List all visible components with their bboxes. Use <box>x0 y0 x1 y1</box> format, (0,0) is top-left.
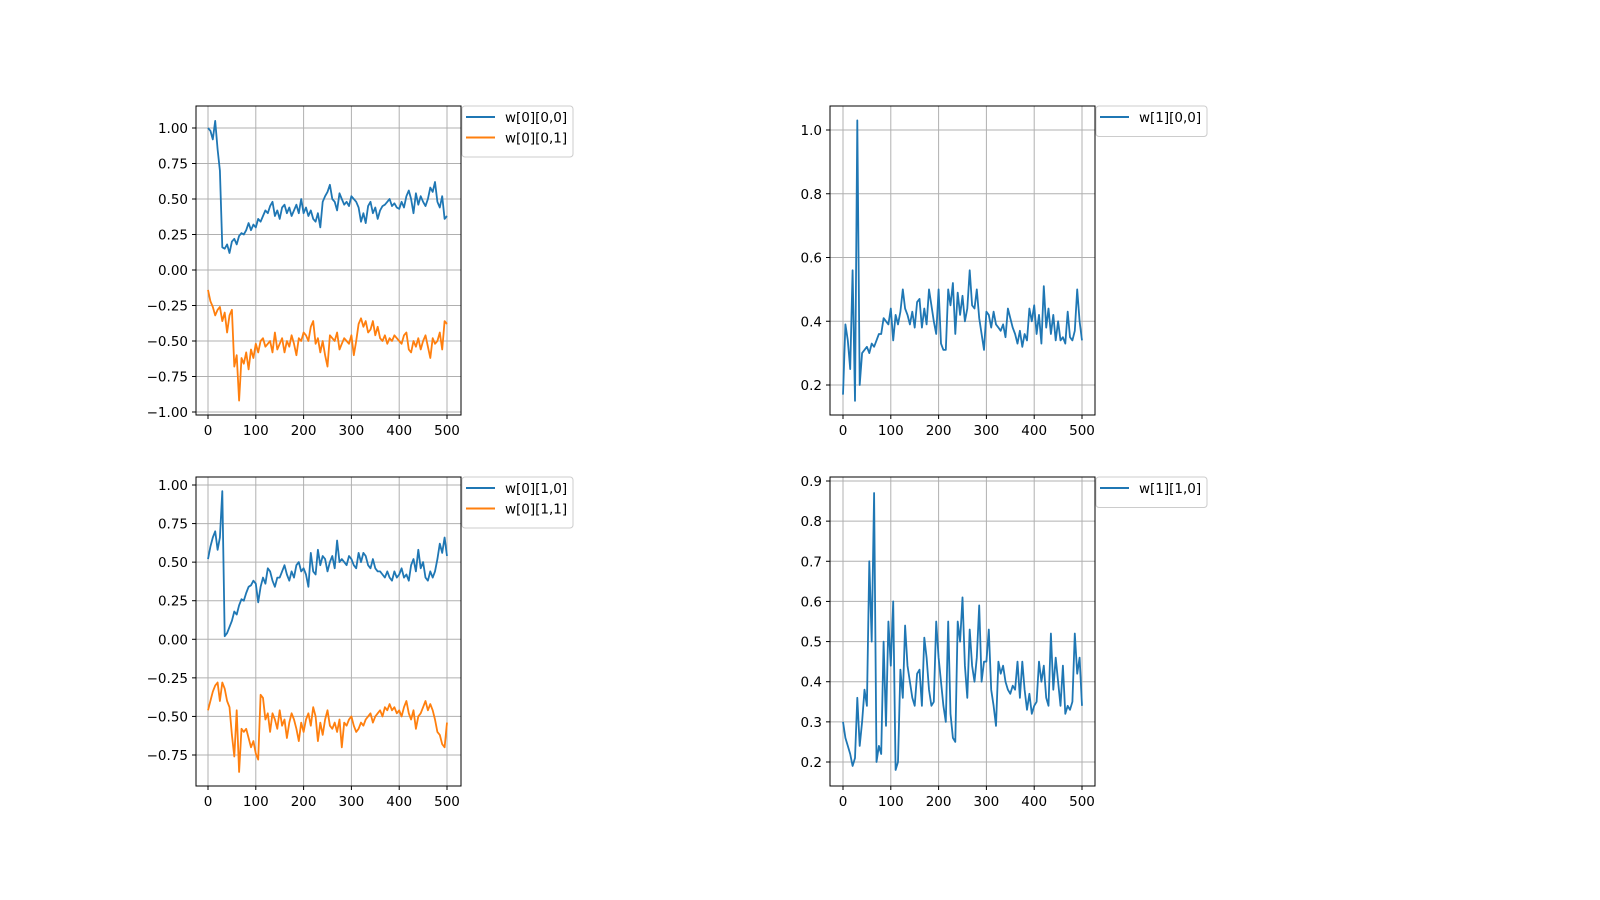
axes-frame <box>829 476 1096 787</box>
x-axis: 0 100 200 300 400 500 <box>204 786 460 810</box>
y-tick-label: 0.6 <box>801 594 822 610</box>
y-tick-label: 0.2 <box>801 755 822 771</box>
x-tick-label: 500 <box>434 794 460 810</box>
y-axis: 0.9 0.8 0.7 0.6 0.5 0.4 0.3 0.2 <box>801 474 830 771</box>
x-tick-label: 300 <box>339 794 365 810</box>
legend-label: w[1][1,0] <box>1139 481 1201 497</box>
y-tick-label: 0.25 <box>158 594 188 610</box>
y-tick-label: 0.2 <box>801 378 822 394</box>
subplot-bottom-right: 0 100 200 300 400 500 0.9 0.8 0.7 0.6 0.5 0.4 0.3 0.2… <box>801 474 1208 810</box>
x-tick-label: 500 <box>1069 423 1095 439</box>
y-tick-label: 0.50 <box>158 555 188 571</box>
y-tick-label: −0.75 <box>147 370 188 386</box>
x-tick-label: 400 <box>386 423 412 439</box>
y-tick-label: 1.00 <box>158 121 188 137</box>
x-tick-label: 400 <box>386 794 412 810</box>
legend-box <box>461 105 574 158</box>
y-tick-label: 0.75 <box>158 517 188 533</box>
y-tick-label: 0.4 <box>801 675 822 691</box>
axes-frame <box>195 476 462 787</box>
y-tick-label: 0.5 <box>801 635 822 651</box>
grid-lines <box>196 106 461 415</box>
y-tick-label: 0.3 <box>801 715 822 731</box>
series-line-1 <box>207 289 448 402</box>
legend-label: w[1][0,0] <box>1139 110 1201 126</box>
x-tick-label: 0 <box>204 794 213 810</box>
y-tick-label: −0.25 <box>147 671 188 687</box>
y-tick-label: 0.00 <box>158 632 188 648</box>
series-line-0 <box>207 490 448 638</box>
x-axis: 0 100 200 300 400 500 <box>204 415 460 439</box>
x-tick-label: 300 <box>339 423 365 439</box>
x-tick-label: 100 <box>243 423 269 439</box>
y-tick-label: 0.4 <box>801 314 822 330</box>
x-tick-label: 500 <box>1069 794 1095 810</box>
y-tick-label: −0.25 <box>147 299 188 315</box>
x-tick-label: 200 <box>291 423 317 439</box>
x-axis: 0 100 200 300 400 500 <box>839 786 1095 810</box>
grid-lines <box>196 477 461 786</box>
legend-label: w[0][1,0] <box>505 481 567 497</box>
y-tick-label: −0.50 <box>147 334 188 350</box>
y-tick-label: 0.8 <box>801 514 822 530</box>
x-tick-label: 400 <box>1021 423 1047 439</box>
x-tick-label: 500 <box>434 423 460 439</box>
x-tick-label: 200 <box>926 423 952 439</box>
legend-label: w[0][0,0] <box>505 110 567 126</box>
y-tick-label: 1.0 <box>801 123 822 139</box>
y-axis: 1.00 0.75 0.50 0.25 0.00 −0.25 −0.50 −0.75 <box>147 478 196 764</box>
y-tick-label: 0.8 <box>801 187 822 203</box>
series-line-0 <box>842 492 1083 771</box>
legend: w[0][1,0] w[0][1,1] <box>461 476 574 529</box>
series-line-0 <box>207 120 448 254</box>
legend: w[1][0,0] <box>1095 105 1208 137</box>
y-tick-label: 0.00 <box>158 263 188 279</box>
x-tick-label: 0 <box>204 423 213 439</box>
y-tick-label: 0.9 <box>801 474 822 490</box>
y-tick-label: 0.50 <box>158 192 188 208</box>
y-tick-label: 0.75 <box>158 157 188 173</box>
subplot-bottom-left: 0 100 200 300 400 500 1.00 0.75 0.50 0.25 0.00 −0.2… <box>147 476 574 810</box>
x-tick-label: 200 <box>926 794 952 810</box>
y-axis: 1.0 0.8 0.6 0.4 0.2 <box>801 123 830 394</box>
x-tick-label: 300 <box>974 423 1000 439</box>
x-tick-label: 300 <box>974 794 1000 810</box>
legend: w[0][0,0] w[0][0,1] <box>461 105 574 158</box>
legend-box <box>1095 105 1208 137</box>
x-tick-label: 0 <box>839 794 848 810</box>
x-axis: 0 100 200 300 400 500 <box>839 415 1095 439</box>
legend-box <box>461 476 574 529</box>
axes-frame <box>195 105 462 416</box>
y-tick-label: 0.25 <box>158 228 188 244</box>
y-tick-label: 0.6 <box>801 251 822 267</box>
legend-label: w[0][1,1] <box>505 502 567 518</box>
x-tick-label: 100 <box>243 794 269 810</box>
grid-lines <box>830 106 1095 415</box>
y-tick-label: −0.75 <box>147 748 188 764</box>
x-tick-label: 0 <box>839 423 848 439</box>
x-tick-label: 400 <box>1021 794 1047 810</box>
legend-label: w[0][0,1] <box>505 131 567 147</box>
legend-box <box>1095 476 1208 508</box>
y-tick-label: 0.7 <box>801 554 822 570</box>
x-tick-label: 100 <box>878 423 904 439</box>
y-axis: 1.00 0.75 0.50 0.25 0.00 −0.25 −0.50 −0.75 −1.00 <box>147 121 196 421</box>
subplot-top-left: 0 100 200 300 400 500 1.00 0.75 0.50 0.25 0.00 −0.2… <box>147 105 574 439</box>
series-line-1 <box>207 681 448 773</box>
legend: w[1][1,0] <box>1095 476 1208 508</box>
y-tick-label: −1.00 <box>147 405 188 421</box>
x-tick-label: 100 <box>878 794 904 810</box>
axes-frame <box>829 105 1096 416</box>
y-tick-label: 1.00 <box>158 478 188 494</box>
series-line-0 <box>842 119 1083 402</box>
subplot-top-right: 0 100 200 300 400 500 1.0 0.8 0.6 0.4 0.2 w[1][0,0] <box>801 105 1208 439</box>
y-tick-label: −0.50 <box>147 709 188 725</box>
x-tick-label: 200 <box>291 794 317 810</box>
